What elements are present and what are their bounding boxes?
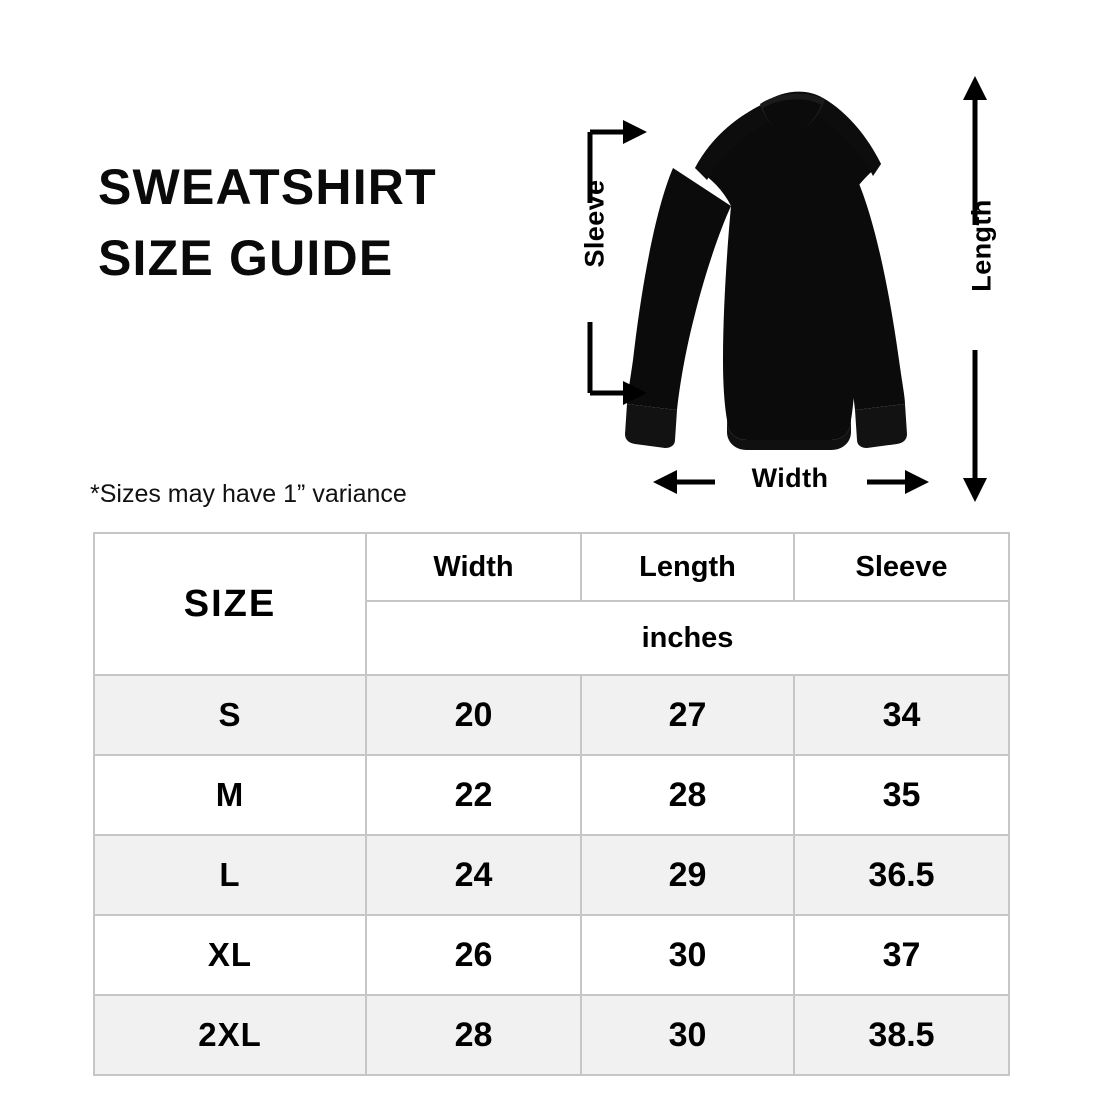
row-size: M: [93, 754, 367, 836]
table-header-row: SIZE Width Length Sleeve: [93, 532, 1010, 676]
row-length: 30: [580, 994, 795, 1076]
row-sleeve: 35: [793, 754, 1010, 836]
size-chart-table: SIZE Width Length Sleeve inches S 20 27 …: [93, 532, 1010, 1076]
row-width: 20: [365, 674, 582, 756]
row-length: 30: [580, 914, 795, 996]
unit-label: inches: [365, 600, 1010, 676]
header-length: Length: [580, 532, 795, 602]
row-size: S: [93, 674, 367, 756]
table-row: M 22 28 35: [93, 754, 1010, 836]
row-sleeve: 34: [793, 674, 1010, 756]
page-title-line-1: SWEATSHIRT: [98, 159, 437, 215]
row-size: XL: [93, 914, 367, 996]
row-width: 24: [365, 834, 582, 916]
header-sleeve: Sleeve: [793, 532, 1010, 602]
row-length: 28: [580, 754, 795, 836]
table-row: S 20 27 34: [93, 674, 1010, 756]
row-sleeve: 38.5: [793, 994, 1010, 1076]
row-size: 2XL: [93, 994, 367, 1076]
header-size: SIZE: [93, 532, 367, 676]
row-width: 22: [365, 754, 582, 836]
table-row: 2XL 28 30 38.5: [93, 994, 1010, 1076]
garment-illustration: Sleeve Length Width: [555, 60, 1030, 515]
row-length: 27: [580, 674, 795, 756]
sleeve-label: Sleeve: [579, 179, 610, 268]
row-length: 29: [580, 834, 795, 916]
page-title: SWEATSHIRT SIZE GUIDE: [98, 152, 568, 294]
width-label: Width: [751, 463, 829, 493]
row-width: 26: [365, 914, 582, 996]
row-sleeve: 36.5: [793, 834, 1010, 916]
table-unit-row: inches: [94, 600, 1010, 676]
sweatshirt-icon: [625, 91, 907, 450]
row-size: L: [93, 834, 367, 916]
page-title-line-2: SIZE GUIDE: [98, 230, 394, 286]
table-row: L 24 29 36.5: [93, 834, 1010, 916]
variance-disclaimer: *Sizes may have 1” variance: [90, 480, 407, 508]
header-width: Width: [365, 532, 582, 602]
row-sleeve: 37: [793, 914, 1010, 996]
length-label: Length: [966, 199, 997, 292]
row-width: 28: [365, 994, 582, 1076]
table-row: XL 26 30 37: [93, 914, 1010, 996]
